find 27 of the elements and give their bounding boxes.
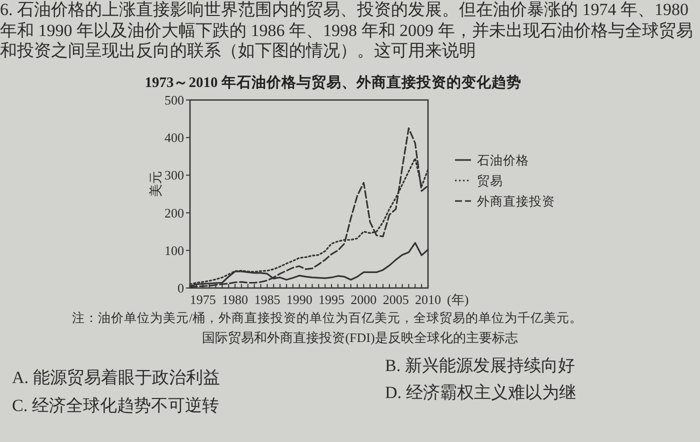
legend-label: 石油价格: [477, 154, 529, 168]
y-tick-label: 400: [164, 130, 184, 146]
text: D. 经济霸权主义难以为继: [385, 383, 577, 403]
text: A. 能源贸易着眼于政治利益: [12, 368, 221, 388]
legend-label: 外商直接投资: [477, 194, 555, 208]
legend-label: 贸易: [477, 174, 503, 188]
text: 注：油价单位为美元/桶，外商直接投资的单位为百亿美元，全球贸易的单位为千亿美元。: [72, 310, 584, 326]
x-tick-label: 1990: [286, 292, 312, 307]
y-axis-title: 美元: [148, 171, 163, 197]
x-axis-title: (年): [447, 292, 469, 307]
text: 6. 石油价格的上涨直接影响世界范围内的贸易、投资的发展。但在油价暴涨的 1974 年、1980 年和 1990 年以及油价大幅下跌的 1986 年、1998 年和 2009 年，并未出现石油价格与全球贸易和投资之间呈现出反向的联系（如下图的情况）。这可用来说明: [0, 0, 694, 62]
text: B. 新兴能源发展持续向好: [385, 356, 576, 376]
chart-title: 1973～2010 年石油价格与贸易、外商直接投资的变化趋势: [144, 73, 522, 91]
y-tick-label: 300: [164, 168, 184, 183]
x-tick-label: 1995: [318, 292, 345, 307]
x-tick-label: 1980: [222, 292, 248, 307]
x-tick-label: 1975: [190, 292, 216, 307]
x-tick-label: 2000: [350, 292, 377, 307]
text: 国际贸易和外商直接投资(FDI)是反映全球化的主要标志: [201, 330, 519, 346]
y-tick-label: 0: [178, 280, 184, 296]
x-tick-label: 2005: [382, 292, 409, 307]
y-tick-label: 100: [164, 242, 184, 258]
text: C. 经济全球化趋势不可逆转: [12, 396, 220, 416]
y-tick-label: 200: [164, 205, 184, 220]
x-tick-label: 2010: [415, 292, 441, 307]
x-tick-label: 1985: [254, 292, 280, 307]
y-tick-label: 500: [164, 92, 184, 108]
